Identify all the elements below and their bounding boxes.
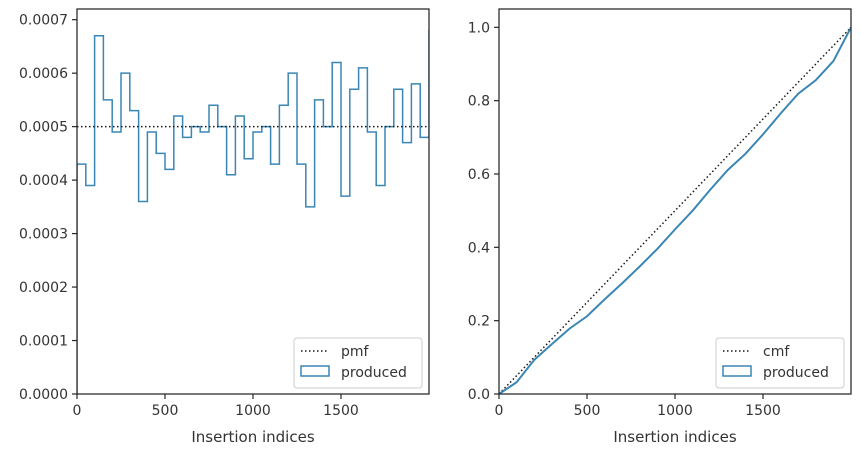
- histogram-x-tick-label: 1500: [323, 403, 359, 419]
- produced-bin: [103, 100, 112, 394]
- produced-bin: [174, 116, 183, 394]
- histogram-x-tick-label: 1000: [235, 403, 271, 419]
- cmf-y-tick-label: 0.6: [468, 167, 490, 183]
- cmf-marks: [499, 26, 851, 394]
- produced-step-outline: [77, 29, 429, 394]
- cmf-reference-line: [499, 26, 851, 394]
- cmf-y-tick-label: 0.4: [468, 240, 490, 256]
- histogram-panel: 0 500 1000 1500 0.0000 0.0001 0.0002 0.0003 0.00…: [19, 8, 438, 446]
- histogram-y-tick-label: 0.0006: [19, 66, 68, 82]
- histogram-legend: pmf produced: [293, 337, 423, 389]
- cmf-legend-produced-swatch: [722, 365, 752, 377]
- produced-bin: [147, 132, 156, 394]
- produced-bin: [165, 169, 174, 394]
- produced-bin: [235, 116, 244, 394]
- produced-bin: [253, 132, 262, 394]
- produced-bin: [271, 164, 280, 394]
- cmf-x-axis-label: Insertion indices: [613, 428, 736, 446]
- cmf-legend-cmf-label: cmf: [763, 344, 790, 360]
- produced-bin: [227, 175, 236, 394]
- cmf-x-tick-label: 500: [574, 403, 601, 419]
- produced-bin: [95, 36, 104, 394]
- histogram-y-tick-label: 0.0005: [19, 120, 68, 136]
- histogram-x-tick-label: 500: [152, 403, 179, 419]
- histogram-legend-produced-swatch: [300, 365, 330, 377]
- produced-bin: [130, 111, 139, 394]
- produced-bin: [209, 105, 218, 394]
- histogram-plot-area: [77, 29, 438, 395]
- produced-bin: [112, 132, 121, 394]
- cmf-legend-produced-label: produced: [763, 365, 829, 381]
- cmf-plot-area: [499, 26, 851, 394]
- produced-bin: [121, 73, 130, 394]
- histogram-legend-pmf-label: pmf: [341, 344, 370, 360]
- cmf-legend: cmf produced: [715, 337, 845, 389]
- produced-bin: [218, 127, 227, 394]
- cmf-y-tick-label: 1.0: [468, 20, 490, 36]
- histogram-y-tick-label: 0.0007: [19, 13, 68, 29]
- cmf-axes-frame: [498, 8, 852, 395]
- histogram-y-tick-label: 0.0002: [19, 280, 68, 296]
- produced-bin: [156, 153, 165, 394]
- histogram-x-axis-label: Insertion indices: [191, 428, 314, 446]
- produced-bin: [86, 185, 95, 394]
- histogram-y-tick-label: 0.0003: [19, 227, 68, 243]
- histogram-ticks: 0 500 1000 1500 0.0000 0.0001 0.0002 0.0003 0.00…: [19, 13, 359, 419]
- histogram-y-tick-label: 0.0004: [19, 173, 68, 189]
- cmf-x-tick-label: 1500: [745, 403, 781, 419]
- produced-bin: [244, 159, 253, 394]
- histogram-y-tick-label: 0.0001: [19, 334, 68, 350]
- produced-cumulative-line: [499, 26, 851, 394]
- produced-bin: [139, 202, 148, 395]
- cmf-y-tick-label: 0.0: [468, 387, 490, 403]
- produced-bin: [262, 127, 271, 394]
- cmf-x-tick-label: 0: [495, 403, 504, 419]
- produced-bin: [191, 127, 200, 394]
- cmf-ticks: 0 500 1000 1500 0.0 0.2 0.4 0.6 0.8 1.0: [468, 20, 781, 419]
- produced-bin: [200, 132, 209, 394]
- produced-bin: [429, 30, 438, 394]
- histogram-y-tick-label: 0.0000: [19, 387, 68, 403]
- histogram-x-tick-label: 0: [73, 403, 82, 419]
- produced-bin: [183, 137, 192, 394]
- histogram-legend-produced-label: produced: [341, 365, 407, 381]
- cmf-panel: 0 500 1000 1500 0.0 0.2 0.4 0.6 0.8 1.0 Insertion…: [468, 8, 852, 446]
- cmf-x-tick-label: 1000: [657, 403, 693, 419]
- histogram-marks: [77, 29, 438, 395]
- cmf-y-tick-label: 0.2: [468, 314, 490, 330]
- produced-bin: [77, 164, 86, 394]
- produced-bin: [279, 105, 288, 394]
- cmf-y-tick-label: 0.8: [468, 94, 490, 110]
